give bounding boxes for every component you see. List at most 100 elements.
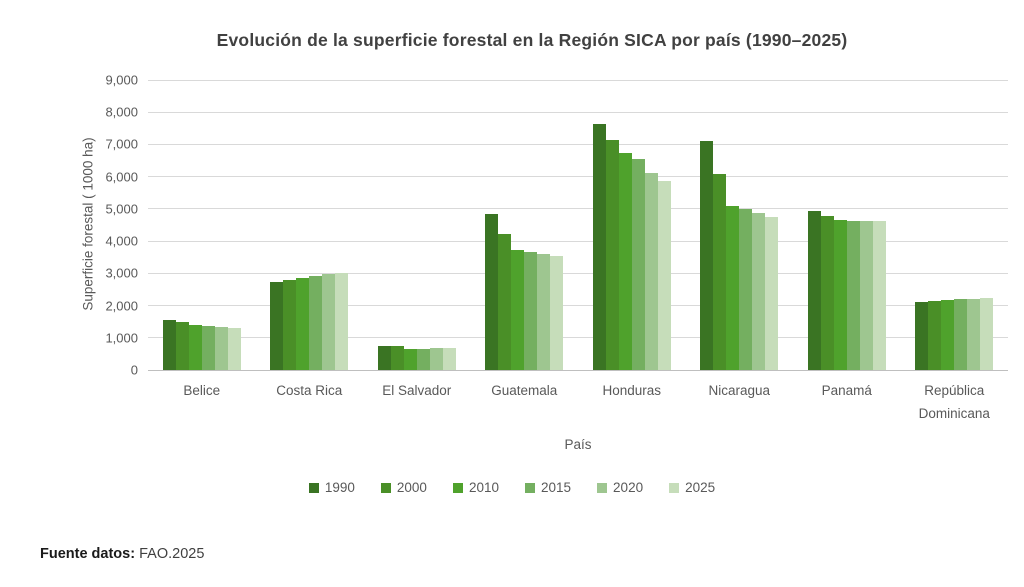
- bar: [807, 210, 821, 370]
- bar: [390, 346, 404, 370]
- x-axis-line: [148, 369, 1008, 371]
- bar: [739, 208, 753, 370]
- bar-group: [686, 80, 794, 370]
- legend-item: 2015: [525, 480, 571, 495]
- bar: [833, 219, 847, 370]
- bar: [820, 216, 834, 370]
- y-tick-label: 0: [130, 362, 138, 378]
- legend-item: 2000: [380, 480, 427, 495]
- bar: [915, 302, 929, 370]
- legend-item: 1990: [308, 480, 355, 495]
- bar: [928, 301, 942, 370]
- bar-group: [363, 80, 471, 370]
- bar: [511, 250, 525, 370]
- y-tick-label: 8,000: [105, 104, 138, 120]
- bar: [752, 213, 766, 370]
- y-tick-label: 5,000: [105, 201, 138, 217]
- y-tick-label: 2,000: [105, 298, 138, 314]
- legend-swatch-icon: [525, 482, 535, 493]
- legend-label: 1990: [324, 480, 355, 495]
- bar: [631, 159, 645, 370]
- x-tick-label: El Salvador: [382, 383, 452, 398]
- gridline: [148, 272, 1008, 274]
- legend-swatch-icon: [380, 482, 391, 493]
- y-tick-label: 7,000: [105, 136, 138, 152]
- bar: [605, 140, 619, 370]
- bar-group: [256, 80, 364, 370]
- legend-label: 2010: [468, 480, 499, 495]
- bar-group: [578, 80, 686, 370]
- bar: [700, 141, 714, 370]
- bar: [498, 234, 512, 370]
- bar: [618, 152, 632, 370]
- bar: [592, 123, 606, 370]
- source-note-value: FAO.2025: [135, 546, 205, 562]
- x-tick-label: Guatemala: [491, 383, 558, 398]
- bar: [270, 281, 284, 370]
- bar-group: [148, 80, 256, 370]
- x-tick-label: República Dominicana: [918, 383, 990, 421]
- y-tick-label: 4,000: [105, 233, 138, 249]
- gridline: [148, 176, 1008, 178]
- bar: [644, 173, 658, 370]
- bar: [429, 347, 443, 370]
- bar: [377, 345, 391, 370]
- bar: [657, 180, 671, 370]
- bar: [524, 252, 538, 370]
- bar: [537, 254, 551, 370]
- y-tick-label: 3,000: [105, 265, 138, 281]
- bar: [214, 326, 228, 370]
- x-tick-label: Nicaragua: [708, 383, 771, 398]
- gridline: [148, 208, 1008, 210]
- bar: [296, 277, 310, 370]
- bar-group: [901, 80, 1009, 370]
- y-tick-label: 6,000: [105, 169, 138, 185]
- legend-item: 2010: [452, 480, 499, 495]
- gridline: [148, 240, 1008, 242]
- bar: [485, 214, 499, 370]
- source-note: Fuente datos: FAO.2025: [40, 546, 204, 562]
- bar: [941, 300, 955, 370]
- gridline: [148, 111, 1008, 113]
- bar: [765, 216, 779, 370]
- legend-item: 2020: [597, 480, 643, 495]
- bar: [967, 298, 981, 370]
- bar-group: [793, 80, 901, 370]
- gridline: [148, 143, 1008, 145]
- bar: [335, 273, 349, 370]
- legend-swatch-icon: [597, 482, 608, 493]
- bar: [442, 347, 456, 370]
- legend: 1990 2000 2010 2015 2020 2025: [0, 480, 1024, 495]
- gridline: [148, 305, 1008, 307]
- y-tick-label: 9,000: [105, 72, 138, 88]
- bar: [322, 273, 336, 370]
- source-note-label: Fuente datos:: [40, 546, 136, 562]
- bar: [403, 348, 417, 370]
- bar: [162, 320, 176, 370]
- legend-swatch-icon: [452, 482, 463, 493]
- bar: [872, 221, 886, 370]
- x-tick-label: Costa Rica: [276, 383, 343, 398]
- bar: [283, 279, 297, 370]
- y-axis-ticks: 0 1,000 2,000 3,000 4,000 5,000 6,000 7,000 8,00…: [0, 73, 138, 378]
- legend-label: 2025: [685, 480, 716, 495]
- bar: [726, 205, 740, 370]
- bar: [713, 174, 727, 370]
- legend-label: 2020: [613, 480, 644, 495]
- plot-area: [148, 79, 1009, 371]
- x-tick-label: Belice: [183, 383, 221, 398]
- bar: [550, 256, 564, 370]
- gridline: [148, 337, 1008, 339]
- legend-swatch-icon: [669, 482, 680, 493]
- x-axis-labels: Belice Costa Rica El Salvador Guatemala Hond…: [148, 380, 1008, 426]
- bar: [859, 221, 873, 370]
- bar: [954, 299, 968, 370]
- bar-group: [471, 80, 579, 370]
- bar: [175, 322, 189, 370]
- x-axis-title: País: [564, 437, 592, 452]
- bar: [188, 324, 202, 370]
- chart-title: Evolución de la superficie forestal en l…: [216, 30, 848, 50]
- bar: [416, 349, 430, 370]
- legend-label: 2000: [396, 480, 427, 495]
- x-tick-label: Panamá: [821, 383, 872, 398]
